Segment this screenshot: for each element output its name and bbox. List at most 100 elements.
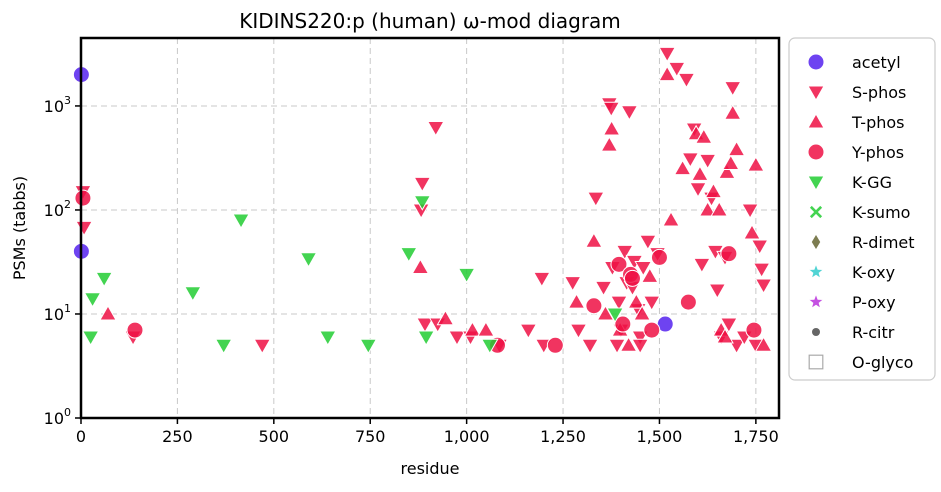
data-point-s-phos	[253, 338, 272, 355]
y-tick-label: 101	[44, 302, 71, 324]
data-point-t-phos	[704, 182, 723, 199]
data-point-k-gg	[399, 247, 418, 263]
data-point-y-phos	[623, 269, 641, 287]
data-point-t-phos	[718, 163, 736, 179]
data-point-t-phos	[662, 211, 680, 227]
y-tick-label: 103	[44, 94, 71, 116]
data-point-t-phos	[710, 200, 729, 217]
data-point-s-phos	[750, 239, 769, 256]
data-point-k-gg	[83, 292, 102, 308]
data-point-s-phos	[752, 262, 771, 279]
data-point-k-gg	[95, 271, 113, 288]
data-point-s-phos	[413, 176, 432, 193]
data-point-s-phos	[569, 323, 588, 340]
legend-marker-k-oxy	[807, 262, 825, 280]
data-point-y-phos	[720, 245, 738, 263]
data-points	[72, 46, 773, 355]
data-point-s-phos	[689, 182, 707, 198]
data-point-s-phos	[532, 271, 551, 288]
data-point-t-phos	[673, 159, 692, 176]
data-point-t-phos	[619, 336, 638, 352]
x-tick-label: 750	[355, 427, 386, 446]
grid-lines	[80, 38, 779, 419]
data-point-s-phos	[681, 152, 700, 168]
legend-label-acetyl: acetyl	[852, 53, 901, 72]
data-point-y-phos	[585, 297, 603, 315]
x-tick-label: 1,500	[637, 427, 683, 446]
data-point-t-phos	[99, 304, 117, 321]
data-point-t-phos	[727, 140, 746, 157]
legend-marker-k-gg	[807, 175, 825, 192]
x-tick-label: 1,750	[733, 427, 779, 446]
y-tick-label: 102	[44, 198, 71, 220]
data-point-s-phos	[708, 283, 727, 300]
legend-label-t-phos: T-phos	[851, 113, 905, 132]
data-point-s-phos	[698, 153, 717, 170]
data-point-y-phos	[614, 315, 632, 333]
data-point-s-phos	[581, 338, 599, 355]
data-point-s-phos	[610, 295, 628, 312]
data-point-y-phos	[74, 189, 92, 207]
data-point-t-phos	[658, 65, 677, 82]
data-point-k-gg	[81, 330, 100, 347]
data-point-s-phos	[594, 280, 613, 297]
legend-marker-y-phos	[807, 143, 825, 161]
data-point-t-phos	[463, 321, 482, 337]
data-point-s-phos	[667, 61, 686, 78]
legend-label-r-citr: R-citr	[852, 323, 895, 342]
data-point-k-gg	[417, 330, 436, 347]
legend-label-k-sumo: K-sumo	[852, 203, 910, 222]
legend-marker-k-sumo	[808, 204, 824, 220]
data-point-t-phos	[633, 304, 651, 321]
data-point-s-phos	[416, 317, 434, 334]
data-point-s-phos	[693, 257, 711, 274]
data-point-t-phos	[411, 258, 430, 274]
x-tick-label: 250	[162, 427, 193, 446]
legend-label-s-phos: S-phos	[852, 83, 906, 102]
legend-marker-s-phos	[807, 85, 825, 102]
data-point-y-phos	[650, 248, 668, 266]
data-point-s-phos	[754, 278, 773, 294]
data-point-s-phos	[602, 101, 621, 118]
legend-marker-o-glyco	[808, 354, 824, 370]
data-point-s-phos	[720, 317, 738, 334]
data-point-y-phos	[126, 321, 144, 339]
data-point-s-phos	[586, 191, 605, 208]
data-point-y-phos	[643, 321, 661, 339]
x-tick-label: 500	[259, 427, 290, 446]
data-point-k-gg	[183, 286, 202, 302]
legend-label-o-glyco: O-glyco	[852, 353, 913, 372]
legend-label-k-gg: K-GG	[852, 173, 892, 192]
data-point-s-phos	[677, 72, 696, 89]
data-point-s-phos	[631, 330, 650, 347]
data-point-s-phos	[448, 330, 466, 347]
data-point-y-phos	[546, 336, 564, 354]
data-point-t-phos	[743, 224, 761, 240]
data-point-s-phos	[642, 295, 661, 312]
y-tick-label: 100	[44, 406, 71, 428]
data-point-t-phos	[716, 328, 734, 344]
data-point-y-phos	[610, 255, 628, 273]
data-point-s-phos	[620, 105, 639, 121]
x-axis-ticks: 0 250 500 750 1,000 1,250 1,500 1,750	[76, 418, 779, 446]
data-point-t-phos	[723, 104, 742, 120]
data-point-k-gg	[232, 213, 250, 230]
x-tick-label: 0	[76, 427, 86, 446]
legend-box	[788, 37, 936, 381]
data-point-t-phos	[754, 336, 773, 352]
plot-frame	[79, 36, 781, 420]
x-tick-label: 1,250	[540, 427, 586, 446]
data-point-s-phos	[631, 338, 650, 355]
legend-label-k-oxy: K-oxy	[852, 263, 895, 282]
chart-title: KIDINS220:p (human) ω-mod diagram	[239, 9, 621, 33]
data-point-t-phos	[694, 128, 713, 144]
data-point-t-phos	[721, 154, 740, 170]
data-point-s-phos	[639, 234, 657, 251]
legend: acetyl S-phos T-phos Y-phos K-GG K-sumo R-dime…	[788, 37, 936, 381]
legend-label-p-oxy: P-oxy	[852, 293, 896, 312]
legend-label-y-phos: Y-phos	[851, 143, 904, 162]
data-point-s-phos	[634, 260, 653, 277]
data-point-s-phos	[741, 203, 759, 219]
data-point-t-phos	[747, 156, 765, 172]
